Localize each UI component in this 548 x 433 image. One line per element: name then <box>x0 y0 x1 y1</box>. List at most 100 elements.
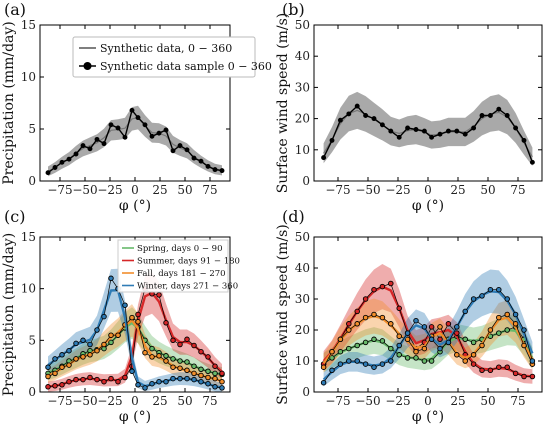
sample-point <box>529 159 535 165</box>
sample-point-series-2 <box>462 358 468 364</box>
sample-point-series-2 <box>80 354 86 360</box>
sample-point <box>513 125 519 131</box>
x-tick-label: −75 <box>325 394 350 408</box>
y-tick-label: 10 <box>21 282 36 296</box>
y-tick-label: 50 <box>295 18 310 32</box>
sample-point <box>471 125 477 131</box>
sample-point-series-1 <box>115 378 121 385</box>
band-series-3 <box>323 269 533 387</box>
sample-point-series-0 <box>362 339 369 346</box>
x-tick-label: −25 <box>97 183 122 197</box>
sample-point-series-1 <box>454 330 460 336</box>
sample-point <box>521 137 527 143</box>
sample-point-series-0 <box>337 348 344 355</box>
sample-point-series-3 <box>149 380 155 387</box>
sample-point <box>396 134 402 140</box>
x-tick-label: 50 <box>177 394 192 408</box>
sample-point-series-0 <box>205 368 211 375</box>
sample-point-series-3 <box>101 313 107 320</box>
x-tick-label: 25 <box>450 183 465 197</box>
sample-point-series-1 <box>346 321 352 327</box>
sample-point-series-2 <box>108 332 114 338</box>
legend: Synthetic data, 0 − 360 Synthetic data sa… <box>72 36 272 78</box>
legend-entry: Winter, days 271 − 360 <box>137 282 238 292</box>
y-tick-label: 30 <box>295 292 310 306</box>
x-tick-label: 50 <box>480 394 495 408</box>
panel-label: (c) <box>4 207 25 226</box>
y-tick-label: 10 <box>21 70 36 84</box>
sample-point-series-3 <box>59 352 65 358</box>
y-tick-label: 20 <box>295 112 310 126</box>
sample-point <box>212 167 218 173</box>
sample-point-series-0 <box>177 358 183 364</box>
sample-point-series-2 <box>115 332 121 338</box>
x-tick-label: 50 <box>177 183 192 197</box>
sample-point <box>66 156 72 162</box>
sample-point-series-2 <box>198 372 204 379</box>
sample-point-series-3 <box>437 345 443 352</box>
y-tick-label: 10 <box>295 143 310 157</box>
sample-point-series-3 <box>320 379 327 386</box>
x-tick-label: −50 <box>355 183 380 197</box>
sample-point-series-1 <box>388 280 394 287</box>
sample-point-series-3 <box>337 361 344 367</box>
sample-point <box>346 111 352 117</box>
sample-point-series-1 <box>101 378 107 385</box>
sample-point-series-3 <box>454 324 460 330</box>
sample-point-series-1 <box>205 354 211 360</box>
sample-point-series-3 <box>177 375 183 382</box>
legend-entry: Summer, days 91 − 180 <box>137 257 240 267</box>
sample-point-series-1 <box>87 374 93 381</box>
sample-point-series-2 <box>470 352 477 358</box>
sample-point-series-1 <box>156 292 162 298</box>
y-tick-label: 0 <box>302 174 310 188</box>
sample-point-series-3 <box>379 361 386 367</box>
x-tick-label: 0 <box>424 183 432 197</box>
x-tick-label: −50 <box>355 394 380 408</box>
x-tick-label: −25 <box>385 394 410 408</box>
sample-point <box>198 158 204 164</box>
sample-point-series-2 <box>156 353 162 359</box>
sample-point <box>108 122 114 128</box>
x-tick-label: 0 <box>424 394 432 408</box>
sample-point-series-0 <box>354 342 360 349</box>
sample-point-series-3 <box>404 330 411 336</box>
sample-point-series-3 <box>521 327 527 333</box>
sample-point-series-2 <box>454 352 460 358</box>
sample-point-series-0 <box>470 339 477 346</box>
sample-point <box>445 128 451 134</box>
sample-point-series-3 <box>66 347 72 354</box>
sample-point-series-2 <box>87 352 93 358</box>
sample-point-series-3 <box>362 361 369 367</box>
sample-point-series-2 <box>479 342 485 349</box>
band-series-1 <box>323 264 533 384</box>
y-axis-label: Precipitation (mm/day) <box>1 21 17 185</box>
sample-point-series-3 <box>462 308 468 315</box>
sample-point-series-2 <box>142 349 148 356</box>
sample-point <box>462 131 468 137</box>
y-tick-label: 0 <box>28 174 36 188</box>
x-tick-label: 75 <box>202 183 217 197</box>
sample-point-series-3 <box>470 296 477 302</box>
sample-point-series-2 <box>437 324 443 330</box>
sample-point <box>205 163 211 169</box>
sample-point-series-2 <box>496 314 502 321</box>
panel-0: (a) −75 −50 −25 0 25 50 75 0 5 10 15 φ (°) Precipitat… <box>1 0 272 214</box>
sample-point-series-1 <box>396 305 402 312</box>
sample-point <box>379 122 385 128</box>
x-axis-label: φ (°) <box>412 198 444 214</box>
sample-point-series-3 <box>142 385 148 391</box>
sample-point <box>101 141 107 147</box>
sample-point-series-3 <box>129 368 135 375</box>
sample-point-series-2 <box>129 314 135 321</box>
sample-point-series-0 <box>184 359 190 365</box>
sample-point-series-2 <box>59 364 65 370</box>
sample-point <box>149 133 155 139</box>
sample-point <box>219 168 225 174</box>
x-axis-label: φ (°) <box>412 409 444 425</box>
sample-point-series-3 <box>496 286 502 293</box>
x-tick-label: 0 <box>131 394 139 408</box>
sample-point-series-0 <box>421 358 428 364</box>
sample-point-series-0 <box>191 363 197 369</box>
sample-point-series-2 <box>320 364 327 370</box>
